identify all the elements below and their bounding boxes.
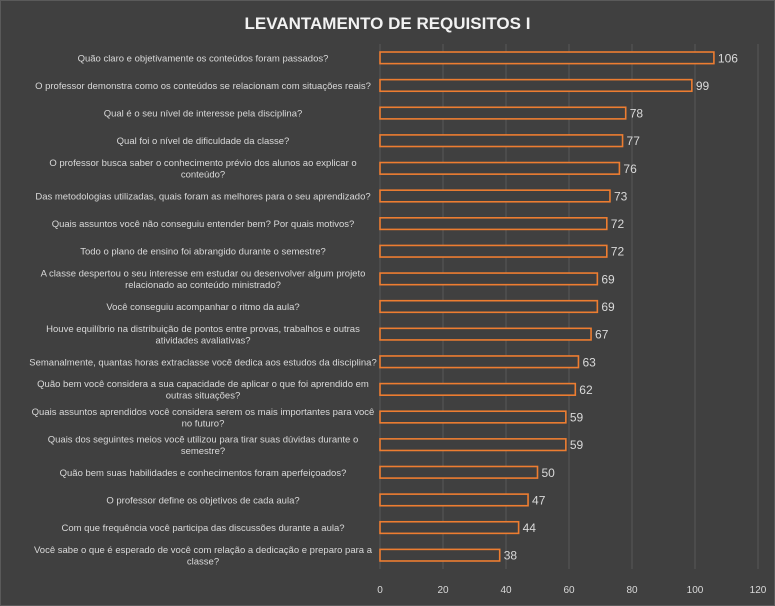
- bar: [379, 382, 577, 396]
- x-tick-label: 100: [687, 585, 704, 596]
- category-label: O professor demonstra como os conteúdos …: [35, 81, 371, 92]
- bar: [379, 465, 539, 479]
- category-label: Você conseguiu acompanhar o ritmo da aul…: [106, 302, 299, 313]
- bars: [379, 51, 715, 562]
- data-label: 78: [630, 107, 644, 121]
- data-label: 67: [595, 328, 609, 342]
- category-labels: Quão claro e objetivamente os conteúdos …: [29, 53, 377, 567]
- bar: [379, 244, 608, 258]
- category-label: O professor define os objetivos de cada …: [106, 495, 299, 506]
- bar: [379, 217, 608, 231]
- category-label: Semanalmente, quantas horas extraclasse …: [29, 357, 377, 368]
- bar: [379, 161, 621, 175]
- data-label: 69: [601, 300, 615, 314]
- data-label: 77: [627, 134, 641, 148]
- data-label: 59: [570, 411, 584, 425]
- bar: [379, 106, 627, 120]
- bar: [379, 355, 580, 369]
- bar: [379, 327, 592, 341]
- data-labels: 106 99 78 77 76 73 72 72 69 69 67 63 62 59 59 50 47 44 38: [504, 51, 739, 562]
- bar: [379, 134, 624, 148]
- data-label: 63: [582, 355, 596, 369]
- data-label: 72: [611, 245, 625, 259]
- data-label: 59: [570, 438, 584, 452]
- data-label: 73: [614, 189, 628, 203]
- data-label: 50: [542, 466, 556, 480]
- x-tick-label: 120: [750, 585, 767, 596]
- category-label: Quão bem você considera a sua capacidade…: [37, 379, 369, 402]
- data-label: 99: [696, 79, 710, 93]
- chart-title: LEVANTAMENTO DE REQUISITOS I: [245, 14, 531, 33]
- category-label: Houve equilíbrio na distribuição de pont…: [46, 324, 360, 347]
- category-label: Quais assuntos aprendidos você considera…: [32, 407, 375, 430]
- bar: [379, 272, 599, 286]
- category-label: A classe despertou o seu interesse em es…: [41, 269, 366, 292]
- category-label: Todo o plano de ensino foi abrangido dur…: [80, 247, 326, 258]
- category-label: Quais assuntos você não conseguiu entend…: [52, 219, 355, 230]
- category-label: Quão claro e objetivamente os conteúdos …: [78, 53, 329, 64]
- x-tick-label: 0: [377, 585, 383, 596]
- category-label: Quão bem suas habilidades e conhecimento…: [60, 468, 347, 479]
- category-label: Qual é o seu nível de interesse pela dis…: [104, 109, 303, 120]
- data-label: 47: [532, 493, 546, 507]
- data-label: 44: [523, 521, 537, 535]
- x-tick-label: 60: [563, 585, 575, 596]
- category-label: Das metodologias utilizadas, quais foram…: [35, 191, 370, 202]
- category-label: Quais dos seguintes meios você utilizou …: [48, 434, 359, 457]
- data-label: 69: [601, 272, 615, 286]
- bar: [379, 438, 567, 452]
- bar: [379, 78, 693, 93]
- bar: [379, 51, 715, 65]
- x-axis-ticks: 0 20 40 60 80 100 120: [377, 585, 767, 596]
- bar: [379, 299, 599, 314]
- bar: [379, 493, 529, 507]
- data-label: 38: [504, 549, 518, 563]
- category-label: O professor busca saber o conhecimento p…: [49, 158, 356, 181]
- x-tick-label: 20: [437, 585, 449, 596]
- data-label: 72: [611, 217, 625, 231]
- data-label: 62: [579, 383, 593, 397]
- x-tick-label: 80: [626, 585, 638, 596]
- gridlines: [379, 44, 759, 569]
- category-label: Você sabe o que é esperado de você com r…: [34, 545, 373, 568]
- bar: [379, 410, 567, 424]
- category-label: Com que frequência você participa das di…: [61, 523, 344, 534]
- category-label: Qual foi o nível de dificuldade da class…: [117, 136, 290, 147]
- bar: [379, 520, 520, 535]
- data-label: 106: [718, 51, 738, 65]
- bar: [379, 189, 611, 203]
- x-tick-label: 40: [500, 585, 512, 596]
- bar: [379, 548, 501, 562]
- data-label: 76: [623, 162, 637, 176]
